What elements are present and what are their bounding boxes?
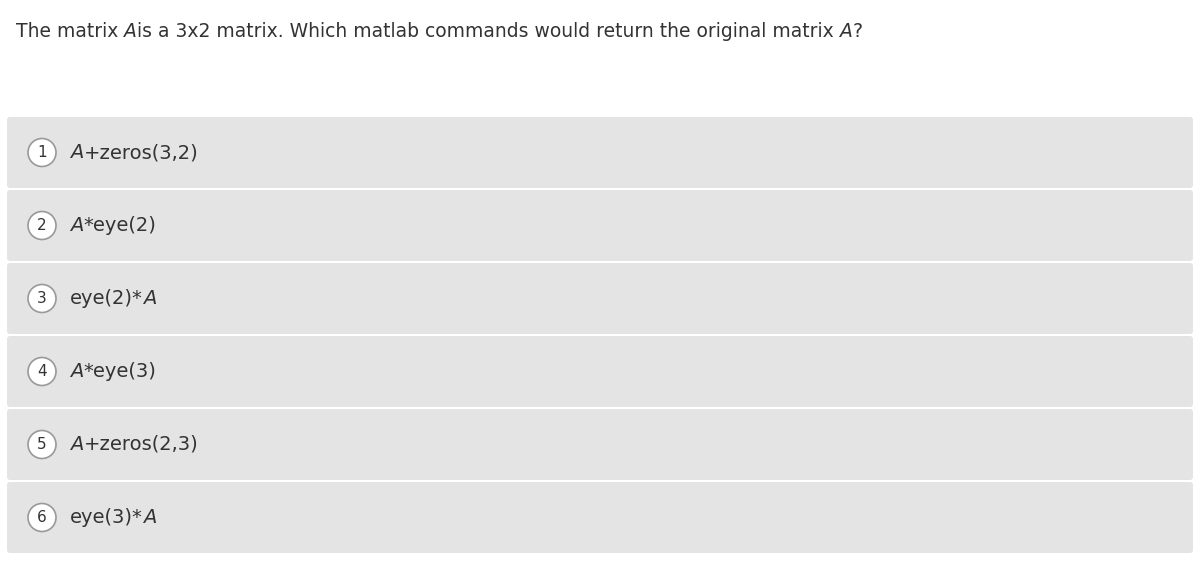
Text: eye(2)*: eye(2)* xyxy=(70,289,143,308)
FancyBboxPatch shape xyxy=(7,190,1193,261)
Ellipse shape xyxy=(28,284,56,312)
FancyBboxPatch shape xyxy=(7,263,1193,334)
Text: A: A xyxy=(70,362,83,381)
Text: A: A xyxy=(840,22,853,41)
Text: 5: 5 xyxy=(37,437,47,452)
Text: 3: 3 xyxy=(37,291,47,306)
FancyBboxPatch shape xyxy=(7,482,1193,553)
Text: A: A xyxy=(143,289,156,308)
Text: eye(3)*: eye(3)* xyxy=(70,508,143,527)
Text: A: A xyxy=(143,508,156,527)
Ellipse shape xyxy=(28,504,56,531)
Text: 6: 6 xyxy=(37,510,47,525)
Ellipse shape xyxy=(28,139,56,167)
Ellipse shape xyxy=(28,211,56,240)
Text: 2: 2 xyxy=(37,218,47,233)
Text: *eye(2): *eye(2) xyxy=(83,216,156,235)
Text: A: A xyxy=(70,216,83,235)
Text: A: A xyxy=(70,435,83,454)
Text: +zeros(2,3): +zeros(2,3) xyxy=(83,435,198,454)
Text: 4: 4 xyxy=(37,364,47,379)
FancyBboxPatch shape xyxy=(7,336,1193,407)
Text: ?: ? xyxy=(853,22,863,41)
Text: is a 3x2 matrix. Which matlab commands would return the original matrix: is a 3x2 matrix. Which matlab commands w… xyxy=(137,22,840,41)
Text: +zeros(3,2): +zeros(3,2) xyxy=(83,143,198,162)
Ellipse shape xyxy=(28,430,56,458)
FancyBboxPatch shape xyxy=(7,117,1193,188)
Text: A: A xyxy=(70,143,83,162)
Text: 1: 1 xyxy=(37,145,47,160)
Text: A: A xyxy=(125,22,137,41)
Ellipse shape xyxy=(28,357,56,385)
Text: The matrix: The matrix xyxy=(16,22,125,41)
FancyBboxPatch shape xyxy=(7,409,1193,480)
Text: *eye(3): *eye(3) xyxy=(83,362,156,381)
